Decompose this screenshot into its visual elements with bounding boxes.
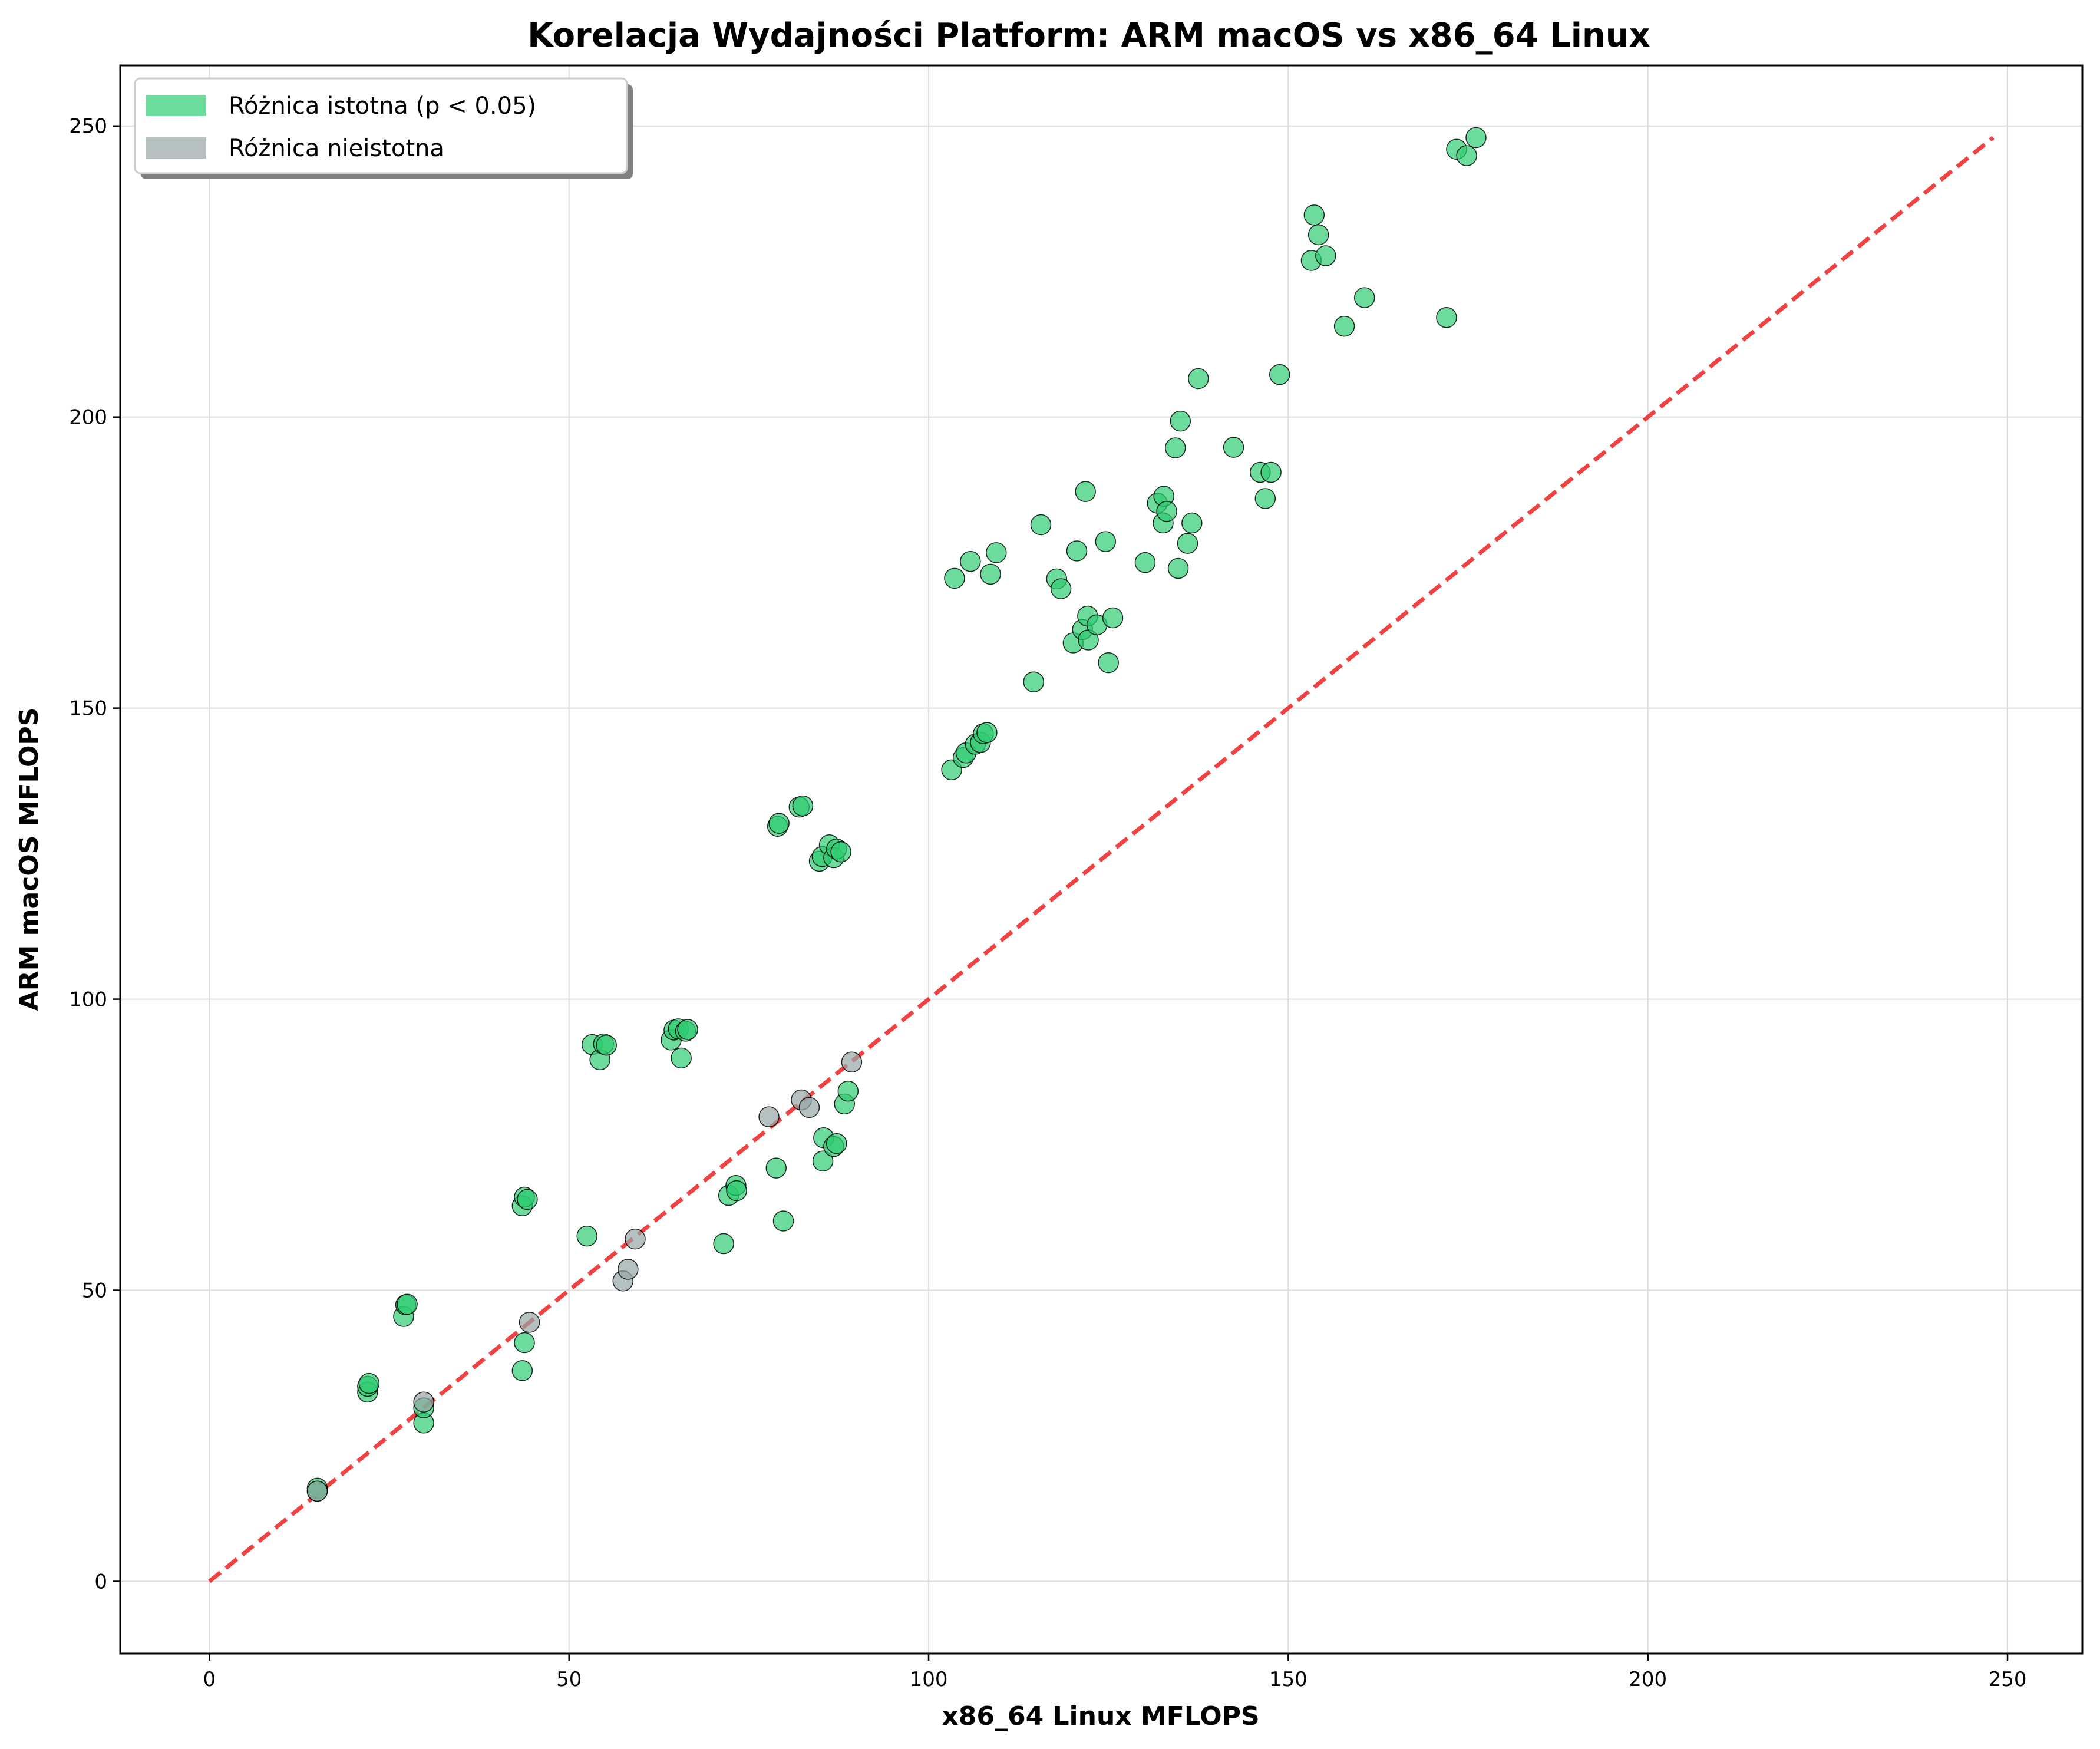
x-axis-ticks: 0 50 100 150 200 250 [203,1654,2027,1691]
point-not-significant [798,1097,820,1118]
point-significant [1254,488,1276,509]
legend-label-not-significant: Różnica nieistotna [229,135,444,162]
point-significant [713,1233,734,1255]
y-tick-label: 150 [69,697,107,721]
y-axis-ticks: 0 50 100 150 200 250 [69,115,120,1594]
data-points [306,127,1487,1502]
point-not-significant [841,1051,863,1073]
point-significant [826,1133,847,1154]
legend: Różnica istotna (p < 0.05) Różnica nieis… [134,77,633,179]
point-significant [1269,364,1290,385]
point-significant [1307,224,1329,246]
point-significant [1223,437,1244,458]
point-significant [1188,368,1209,390]
point-significant [726,1180,747,1202]
point-significant [986,542,1007,563]
y-axis-label: ARM macOS MFLOPS [14,708,44,1011]
point-significant [1167,557,1189,579]
point-significant [1170,410,1191,432]
x-tick-label: 200 [1629,1668,1667,1691]
point-significant [837,1080,859,1102]
point-significant [397,1293,418,1315]
point-not-significant [306,1480,328,1502]
y-tick-label: 100 [69,988,107,1012]
x-tick-label: 0 [203,1668,216,1691]
y-tick-label: 200 [69,406,107,430]
point-not-significant [625,1228,646,1250]
point-significant [792,795,814,817]
point-significant [1465,127,1487,148]
x-tick-label: 100 [910,1668,948,1691]
plot-area-frame [119,64,2084,1655]
point-not-significant [618,1259,639,1280]
point-significant [960,550,981,572]
point-significant [1181,512,1203,534]
point-significant [765,1157,787,1179]
point-significant [1023,671,1045,692]
point-significant [1260,461,1282,483]
legend-swatch-not-significant [146,137,206,159]
point-significant [1098,652,1119,674]
reference-line [208,136,1995,1583]
point-significant [358,1372,380,1394]
y-tick-label: 250 [69,115,107,138]
legend-swatch-significant [146,95,206,116]
point-significant [517,1189,538,1210]
point-significant [1354,287,1375,308]
x-tick-label: 150 [1269,1668,1307,1691]
legend-box [134,77,628,174]
legend-label-significant: Różnica istotna (p < 0.05) [229,93,536,120]
point-not-significant [519,1312,540,1333]
diagonal-reference-line [208,136,1995,1583]
point-significant [1333,315,1355,337]
point-significant [1156,500,1177,522]
point-significant [511,1360,533,1381]
point-significant [1456,145,1477,166]
point-significant [976,722,998,743]
point-significant [1177,533,1198,554]
point-significant [596,1034,617,1056]
point-significant [1436,307,1457,328]
point-significant [768,813,790,834]
point-significant [1095,531,1117,552]
point-significant [1303,204,1325,226]
x-axis-label: x86_64 Linux MFLOPS [942,1701,1259,1731]
y-tick-label: 50 [82,1279,107,1303]
point-significant [1030,514,1052,536]
point-significant [514,1332,535,1354]
point-significant [830,841,851,863]
point-significant [812,1150,834,1172]
point-significant [1102,607,1124,629]
point-significant [1315,245,1336,266]
point-significant [980,563,1001,585]
point-significant [1075,481,1096,502]
point-significant [671,1047,692,1069]
point-significant [772,1210,794,1232]
point-significant [677,1019,698,1040]
x-tick-label: 250 [1989,1668,2027,1691]
chart-title: Korelacja Wydajności Platform: ARM macOS… [527,16,1650,55]
point-significant [1066,540,1088,562]
point-not-significant [758,1106,780,1127]
point-significant [1134,552,1156,573]
point-not-significant [413,1391,434,1413]
point-significant [1050,578,1072,599]
x-tick-label: 50 [556,1668,582,1691]
point-significant [576,1225,597,1247]
point-significant [1164,437,1186,458]
y-tick-label: 0 [94,1570,107,1594]
point-significant [944,567,965,589]
